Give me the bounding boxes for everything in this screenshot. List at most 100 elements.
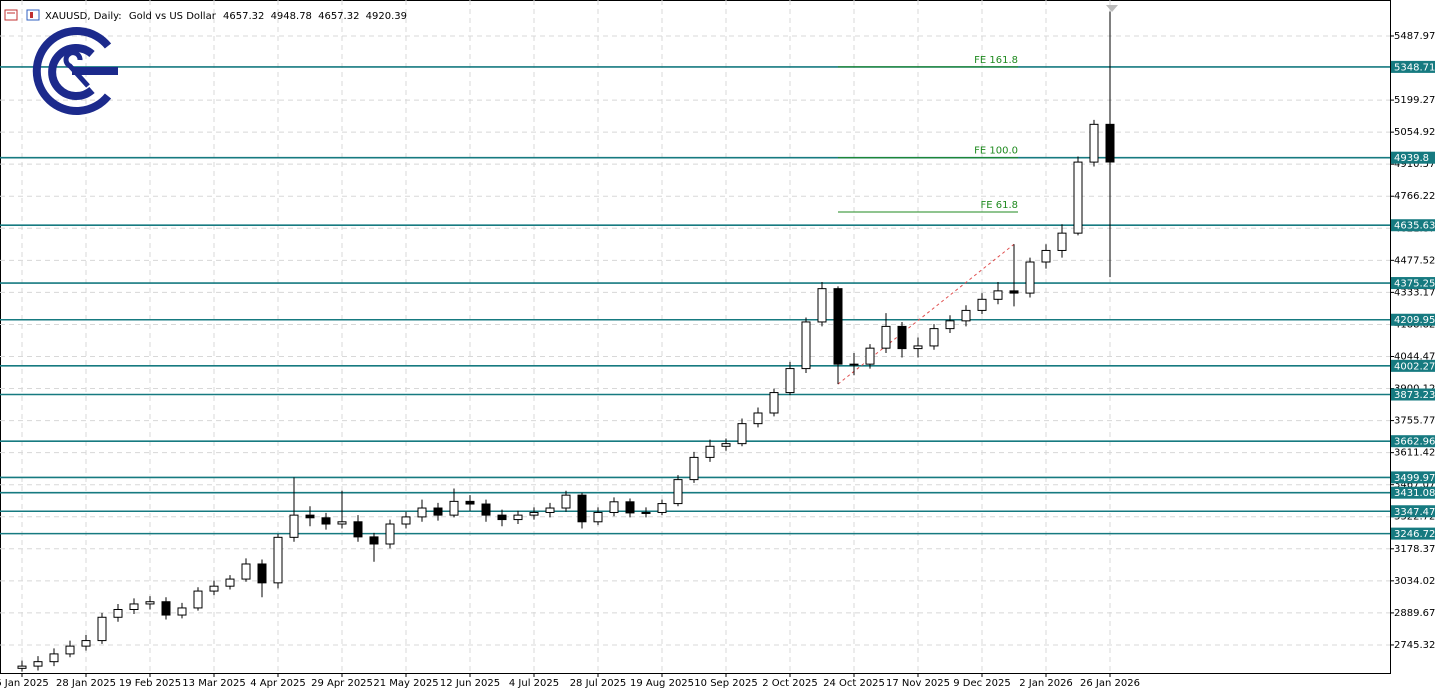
candle-body	[225, 578, 235, 587]
level-label-box	[1391, 60, 1435, 73]
logo-ring-inner	[48, 44, 95, 100]
candle-body	[401, 516, 411, 525]
candle-body	[465, 500, 475, 505]
level-layer	[0, 66, 1390, 535]
level-label-box	[1391, 359, 1435, 372]
candle	[385, 519, 395, 549]
candle	[865, 344, 875, 369]
candle	[1009, 244, 1019, 307]
y-tick-label: 5054.92	[1394, 127, 1435, 138]
candle	[81, 635, 91, 651]
candle-body	[385, 523, 395, 545]
level-label-box	[1391, 313, 1435, 326]
level-label: 4209.95	[1394, 315, 1435, 326]
candle-body	[961, 309, 971, 322]
candle-body	[545, 507, 555, 513]
candle	[849, 353, 859, 376]
mark-layer	[17, 11, 1115, 672]
header-icon	[30, 12, 33, 18]
candle	[833, 286, 843, 385]
candle-body	[321, 517, 331, 525]
level-label-box	[1391, 219, 1435, 232]
candle	[929, 324, 939, 350]
candle	[689, 451, 699, 483]
candle-body	[817, 288, 827, 323]
candle	[977, 293, 987, 315]
x-tick-label: 10 Sep 2025	[694, 678, 757, 689]
candle-body	[81, 640, 91, 647]
header-icon	[4, 9, 18, 21]
y-tick-label: 5199.27	[1394, 95, 1435, 106]
candle-body	[529, 511, 539, 516]
candle	[529, 507, 539, 520]
x-tick-label: 19 Aug 2025	[630, 678, 694, 689]
candle-body	[1073, 161, 1083, 234]
candle-body	[17, 665, 27, 669]
candle	[769, 388, 779, 417]
level-label: 5348.71	[1394, 62, 1435, 73]
x-tick-label: 21 May 2025	[373, 678, 438, 689]
x-tick-label: 28 Jul 2025	[570, 678, 627, 689]
candle-body	[481, 503, 491, 516]
candle-body	[641, 511, 651, 514]
candle	[49, 648, 59, 667]
candle-body	[257, 563, 267, 584]
candle-body	[305, 514, 315, 519]
candle-body	[913, 345, 923, 350]
candle	[545, 502, 555, 518]
candle	[353, 515, 363, 542]
candle-body	[673, 479, 683, 505]
candle-body	[1089, 123, 1099, 163]
candle	[1089, 119, 1099, 167]
candle	[593, 507, 603, 526]
x-tick-label: 6 Jan 2025	[0, 678, 49, 689]
candle-body	[65, 645, 75, 655]
x-tick-label: 2 Oct 2025	[762, 678, 817, 689]
scroll-marker	[1106, 5, 1118, 12]
candle	[289, 477, 299, 542]
symbol: XAUUSD, Daily:	[45, 11, 122, 22]
candle-body	[177, 607, 187, 616]
candle-body	[513, 514, 523, 521]
candle-body	[881, 325, 891, 349]
candle	[97, 612, 107, 644]
candle-body	[161, 601, 171, 616]
description: Gold vs US Dollar	[129, 11, 217, 22]
x-tick-label: 2 Jan 2026	[1019, 678, 1073, 689]
plot-frame	[0, 0, 1391, 674]
logo-amp	[63, 50, 90, 88]
candle-body	[193, 590, 203, 609]
candle	[897, 321, 907, 358]
candle-body	[721, 443, 731, 447]
candle	[481, 499, 491, 522]
y-tick-label: 4910.57	[1394, 159, 1435, 170]
candle	[1073, 156, 1083, 236]
candle-body	[689, 456, 699, 481]
candle-body	[369, 536, 379, 545]
candle	[561, 490, 571, 512]
candle	[465, 495, 475, 511]
ohlc-open: 4657.32	[223, 11, 264, 22]
level-label-box	[1391, 388, 1435, 401]
candle	[273, 534, 283, 589]
candle-body	[33, 661, 43, 667]
candle	[641, 507, 651, 518]
level-label: 4375.25	[1394, 279, 1435, 290]
candle-body	[833, 288, 843, 365]
y-tick-label: 5487.97	[1394, 31, 1435, 42]
candle	[321, 512, 331, 530]
candle	[1041, 244, 1051, 269]
ohlc-low: 4657.32	[318, 11, 359, 22]
level-label: 3499.97	[1394, 473, 1435, 484]
candle-body	[705, 445, 715, 458]
candle	[433, 502, 443, 521]
level-label-box	[1391, 151, 1435, 164]
level-label-box	[1391, 471, 1435, 484]
level-label: 3347.47	[1394, 507, 1435, 518]
candle	[113, 603, 123, 622]
candle	[609, 497, 619, 517]
x-tick-label: 9 Dec 2025	[953, 678, 1011, 689]
level-label: 3662.96	[1394, 437, 1435, 448]
ohlc-close: 4920.39	[366, 11, 407, 22]
